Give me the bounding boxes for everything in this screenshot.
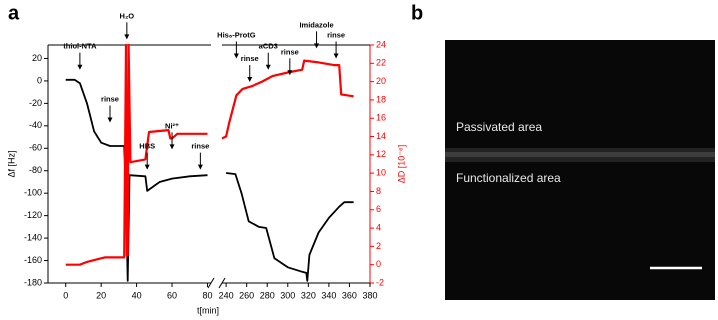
y-tick-label: -20 (29, 98, 42, 108)
series-line (66, 80, 354, 281)
annotation-arrowhead (170, 144, 175, 149)
annotation: aCD3 (259, 42, 278, 51)
y-tick-label: 20 (32, 53, 42, 63)
annotation-arrowhead (334, 53, 339, 58)
annotation: Ni²⁺ (165, 121, 179, 130)
annotation: rinse (327, 30, 345, 39)
annotation-arrowhead (77, 65, 82, 70)
annotation: thiol-NTA (63, 42, 97, 51)
bright-band (445, 152, 715, 157)
x-tick-label: 80 (202, 290, 212, 300)
microscopy-image (445, 40, 715, 300)
x-tick-label: 240 (219, 290, 234, 300)
y2-tick-label: -2 (376, 277, 384, 287)
y-tick-label: -80 (29, 165, 42, 175)
annotation: rinse (281, 47, 299, 56)
y2-axis-label: ΔD [10⁻⁶] (396, 145, 406, 183)
x-tick-label: 20 (96, 290, 106, 300)
series-line (66, 45, 354, 265)
y2-tick-label: 16 (376, 113, 386, 123)
x-tick-label: 40 (132, 290, 142, 300)
y2-tick-label: 18 (376, 94, 386, 104)
annotation-arrowhead (247, 77, 252, 82)
x-tick-label: 300 (280, 290, 295, 300)
annotation-arrowhead (314, 43, 319, 48)
x-tick-label: 360 (342, 290, 357, 300)
annotation-arrowhead (266, 65, 271, 70)
x-tick-label: 0 (63, 290, 68, 300)
y-tick-label: -120 (24, 210, 42, 220)
annotation: His₆-ProtG (217, 30, 256, 39)
y-tick-label: -60 (29, 143, 42, 153)
y2-tick-label: 4 (376, 222, 381, 232)
annotation: rinse (101, 94, 119, 103)
annotation: rinse (241, 54, 259, 63)
annotation-arrowhead (198, 165, 203, 170)
y2-tick-label: 22 (376, 58, 386, 68)
x-tick-label: 60 (167, 290, 177, 300)
x-axis-label: t[min] (197, 305, 219, 315)
annotation: HBS (139, 142, 155, 151)
annotation: H₂O (120, 11, 135, 20)
y2-tick-label: 14 (376, 131, 386, 141)
annotation-arrowhead (145, 165, 150, 170)
y2-tick-label: 8 (376, 186, 381, 196)
y2-tick-label: 10 (376, 168, 386, 178)
x-tick-label: 380 (362, 290, 377, 300)
y2-tick-label: 6 (376, 204, 381, 214)
y-tick-label: -160 (24, 255, 42, 265)
x-tick-label: 260 (239, 290, 254, 300)
y-tick-label: 0 (37, 75, 42, 85)
y-tick-label: -40 (29, 120, 42, 130)
y-tick-label: -180 (24, 277, 42, 287)
y2-tick-label: 2 (376, 241, 381, 251)
y2-tick-label: 20 (376, 76, 386, 86)
x-tick-label: 320 (301, 290, 316, 300)
annotation: Imidazole (299, 20, 333, 29)
annotation-arrowhead (124, 34, 129, 39)
annotation-arrowhead (108, 117, 113, 122)
x-tick-label: 280 (260, 290, 275, 300)
panel-label: b (411, 2, 423, 24)
y-axis-label: Δf [Hz] (6, 150, 16, 177)
annotation-arrowhead (234, 53, 239, 58)
y-tick-label: -140 (24, 232, 42, 242)
annotation: rinse (191, 142, 209, 151)
y2-tick-label: 12 (376, 149, 386, 159)
y2-tick-label: 0 (376, 259, 381, 269)
y-tick-label: -100 (24, 188, 42, 198)
y2-tick-label: 24 (376, 39, 386, 49)
image-label: Functionalized area (456, 171, 561, 185)
panel-label: a (8, 2, 20, 24)
x-tick-label: 340 (321, 290, 336, 300)
page: a b Passivated area Functionalized area … (0, 0, 718, 320)
image-label: Passivated area (456, 120, 542, 134)
figure: a b Passivated area Functionalized area … (0, 0, 718, 320)
